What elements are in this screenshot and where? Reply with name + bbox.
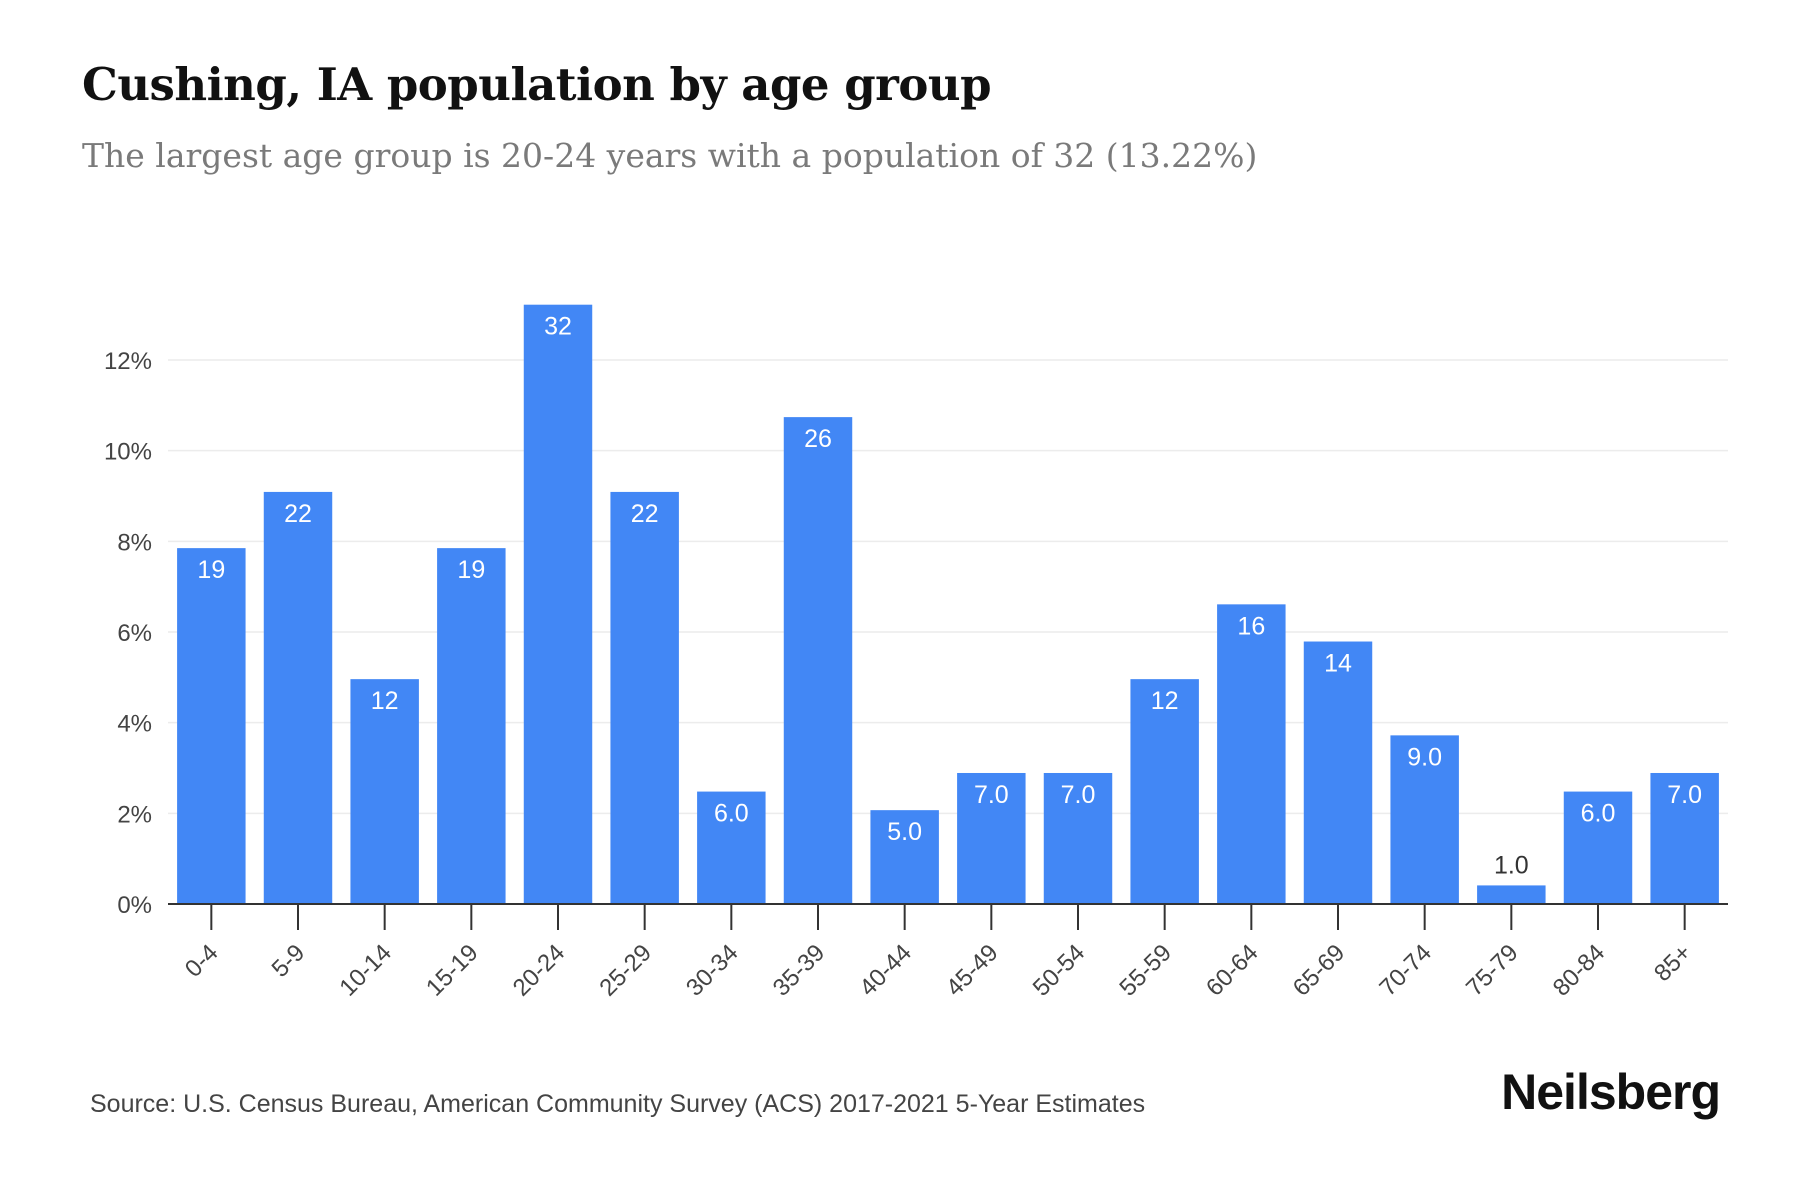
y-tick-label: 2% <box>117 801 152 828</box>
x-tick-label: 10-14 <box>334 939 397 1002</box>
bar <box>1217 604 1286 904</box>
source-note: Source: U.S. Census Bureau, American Com… <box>90 1090 1146 1118</box>
bar-value-label: 12 <box>1151 687 1179 715</box>
bar-value-label: 6.0 <box>1581 800 1616 828</box>
y-tick-label: 12% <box>104 348 152 375</box>
bar <box>610 491 679 904</box>
x-tick-label: 0-4 <box>180 939 224 983</box>
bar <box>1130 679 1199 904</box>
y-tick-label: 10% <box>104 439 152 466</box>
bar-value-label: 7.0 <box>1667 781 1702 809</box>
bar <box>1563 791 1633 904</box>
y-tick-label: 0% <box>117 892 152 919</box>
bar-labels: 19 22 12 19 32 22 6.0 26 5.0 7.0 7.0 12 16 14 9.0 1.0 6.… <box>197 313 1702 880</box>
bar-value-label: 12 <box>371 687 399 715</box>
bar-value-label: 19 <box>457 556 485 584</box>
x-tick-label: 30-34 <box>681 939 744 1002</box>
y-tick-label: 4% <box>117 711 152 738</box>
bar <box>957 772 1026 904</box>
bar <box>437 548 506 904</box>
x-tick-label: 40-44 <box>854 939 917 1002</box>
bar <box>350 679 419 904</box>
x-tick-label: 75-79 <box>1461 939 1524 1002</box>
x-tick-label: 15-19 <box>421 939 484 1002</box>
x-tick-label: 45-49 <box>941 939 1004 1002</box>
x-tick-label: 85+ <box>1649 939 1697 987</box>
grid-lines <box>168 359 1728 815</box>
x-tick-label: 25-29 <box>594 939 657 1002</box>
x-tick-label: 5-9 <box>267 939 311 983</box>
bar <box>1477 885 1546 904</box>
bar <box>697 791 766 904</box>
bar-value-label: 9.0 <box>1407 743 1442 771</box>
y-tick-label: 8% <box>117 529 152 556</box>
x-tick-label: 35-39 <box>768 939 831 1002</box>
chart-subtitle: The largest age group is 20-24 years wit… <box>82 136 1258 175</box>
x-tick-label: 60-64 <box>1201 939 1264 1002</box>
bars <box>177 304 1719 904</box>
bar-value-label: 19 <box>197 556 225 584</box>
x-tick-label: 20-24 <box>508 939 571 1002</box>
y-tick-label: 6% <box>117 620 152 647</box>
bar-value-label: 32 <box>544 313 572 341</box>
bar <box>523 304 593 904</box>
bar <box>870 810 939 904</box>
bar <box>1043 772 1113 904</box>
chart-title: Cushing, IA population by age group <box>82 58 992 111</box>
x-tick-label: 50-54 <box>1028 939 1091 1002</box>
bar <box>263 491 333 904</box>
bar <box>1650 772 1719 904</box>
x-tick-label: 70-74 <box>1374 939 1437 1002</box>
bar-value-label: 7.0 <box>974 781 1009 809</box>
bar <box>177 548 246 904</box>
bar-value-label: 22 <box>284 500 312 528</box>
x-tick-label: 80-84 <box>1548 939 1611 1002</box>
bar <box>1390 735 1459 904</box>
bar-value-label: 22 <box>631 500 659 528</box>
bar-value-label: 6.0 <box>714 800 749 828</box>
y-axis-ticks: 0% 2% 4% 6% 8% 10% 12% <box>104 348 152 919</box>
x-tick-label: 55-59 <box>1114 939 1177 1002</box>
bar <box>1303 641 1373 904</box>
brand-logo: Neilsberg <box>1501 1064 1721 1120</box>
bar-value-label: 5.0 <box>887 818 922 846</box>
bar-value-label: 26 <box>804 425 832 453</box>
bar <box>783 417 853 904</box>
bar-value-label: 16 <box>1237 612 1265 640</box>
x-axis: 0-4 5-9 10-14 15-19 20-24 25-29 30-34 35-39 40-4… <box>168 903 1728 1002</box>
bar-value-label: 14 <box>1324 650 1352 678</box>
bar-value-label: 1.0 <box>1494 851 1529 879</box>
bar-value-label: 7.0 <box>1061 781 1096 809</box>
x-tick-label: 65-69 <box>1288 939 1351 1002</box>
